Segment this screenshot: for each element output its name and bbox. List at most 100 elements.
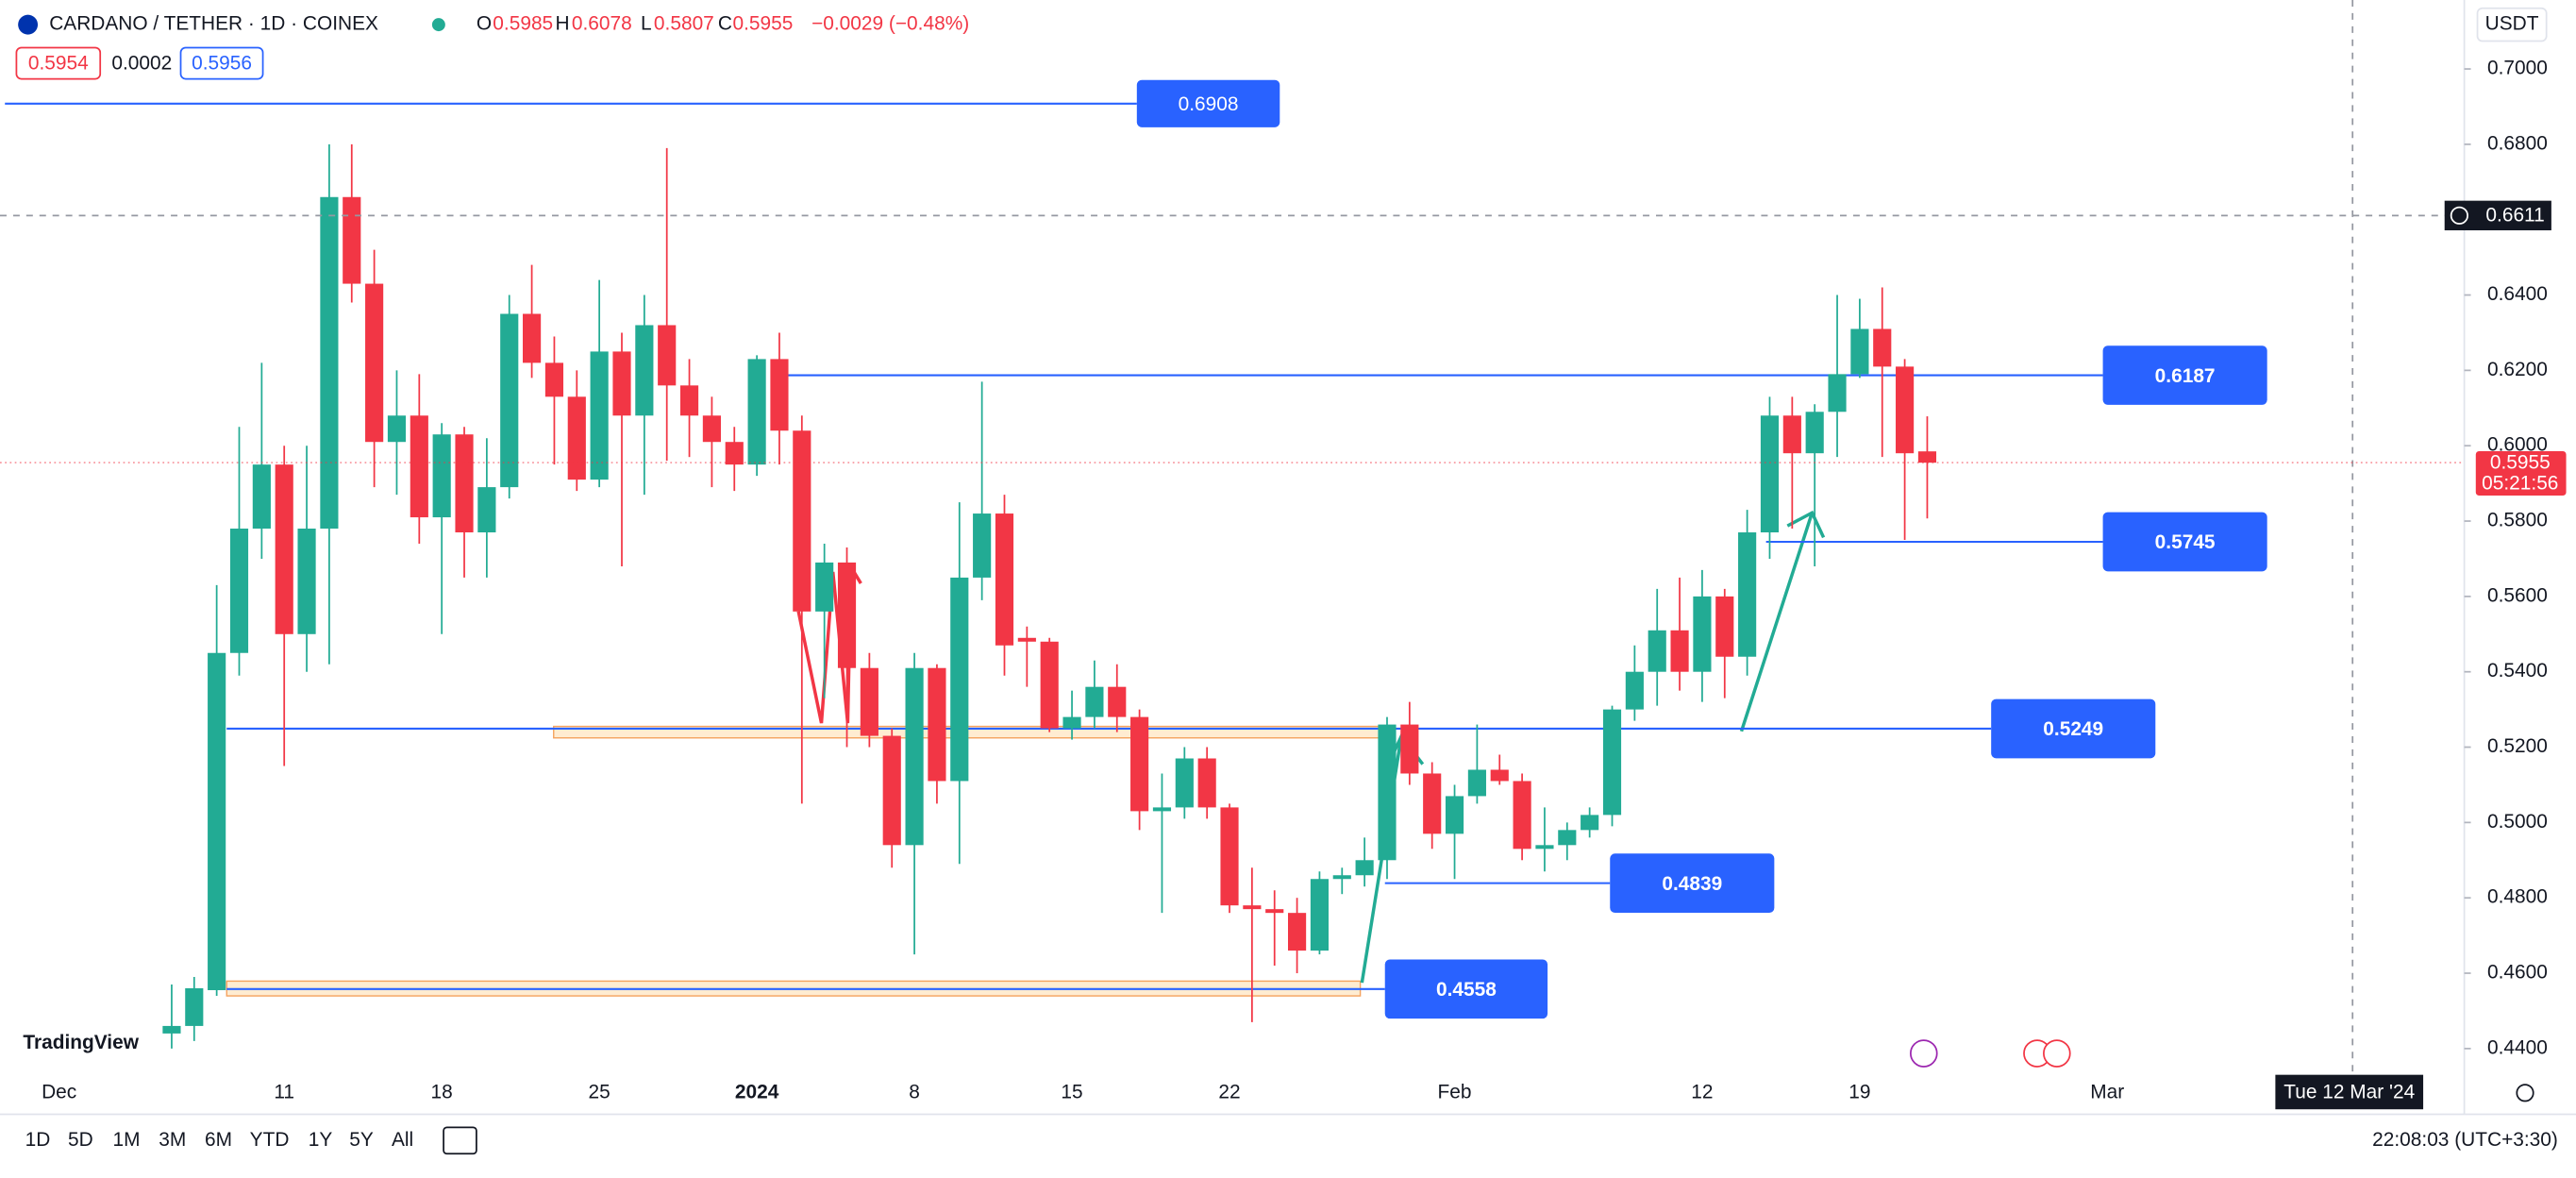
x-tick-label: 12 (1691, 1081, 1713, 1102)
market-status (431, 18, 445, 32)
range-button[interactable]: YTD (250, 1129, 290, 1151)
candle-body (1355, 860, 1374, 876)
x-tick-label: Mar (2090, 1081, 2124, 1102)
candle-body (770, 359, 789, 431)
candle-body (995, 513, 1014, 646)
y-tick-label: 0.5800 (2487, 510, 2548, 531)
clock: 22:08:03 (UTC+3:30) (2372, 1129, 2558, 1151)
ask-box (179, 46, 264, 80)
ohlc-value: 0.6078 (572, 13, 632, 35)
ohlc-letter: H (555, 13, 569, 35)
y-tick-label: 0.6400 (2487, 283, 2548, 305)
range-button[interactable]: 1M (113, 1129, 141, 1151)
candle-body (1513, 781, 1531, 850)
candle-body (1602, 709, 1622, 816)
candle-body (1220, 807, 1239, 906)
event-icon[interactable] (1909, 1039, 1938, 1068)
candle-body (185, 987, 204, 1026)
range-button[interactable]: 1D (25, 1129, 51, 1151)
y-tick-label: 0.4800 (2487, 886, 2548, 908)
candle-body (1896, 366, 1915, 454)
candle-body (679, 385, 699, 416)
candle-body (1917, 451, 1937, 463)
candle-body (320, 196, 339, 530)
arrow-head (1786, 510, 1826, 539)
candle-body (432, 434, 451, 518)
candle-body (747, 359, 766, 465)
candle-body (905, 667, 924, 846)
level-label: 0.5745 (2155, 531, 2216, 553)
currency[interactable]: USDT (2485, 13, 2539, 35)
y-tick-label: 0.5600 (2487, 584, 2548, 606)
countdown: 05:21:56 (2482, 472, 2558, 494)
candle-body (1581, 815, 1599, 831)
range-button[interactable]: All (392, 1129, 413, 1151)
y-tick-label: 0.6800 (2487, 132, 2548, 154)
range-button[interactable]: 3M (159, 1129, 186, 1151)
candle-body (1738, 532, 1757, 657)
candle-body (793, 430, 811, 612)
last-price-box (2475, 450, 2567, 496)
bid: 0.5954 (28, 52, 89, 74)
candle-body (1670, 630, 1689, 672)
level-box (1136, 79, 1280, 127)
level-box (2102, 512, 2267, 572)
candle-body (1243, 905, 1262, 910)
range-button[interactable]: 5D (68, 1129, 93, 1151)
crosshair-date: Tue 12 Mar '24 (2283, 1081, 2415, 1102)
last-price: 0.5955 (2490, 452, 2551, 474)
level-label: 0.4558 (1436, 979, 1497, 1001)
currency-button[interactable] (2476, 7, 2548, 42)
bid-box (15, 46, 102, 80)
range-button[interactable]: 1Y (309, 1129, 333, 1151)
candle-body (950, 577, 969, 782)
candle-body (1782, 415, 1801, 454)
y-tick-label: 0.7000 (2487, 58, 2548, 79)
crosshair-price-box (2444, 200, 2551, 230)
date-range-icon[interactable] (443, 1126, 477, 1155)
candle-body (1085, 686, 1104, 717)
candle-body (297, 529, 316, 634)
candle-body (455, 434, 474, 533)
candle-body (1558, 830, 1577, 846)
x-tick-label: 25 (589, 1081, 611, 1102)
candle-body (1310, 879, 1330, 951)
level-box (1610, 853, 1775, 913)
range-button[interactable]: 5Y (349, 1129, 374, 1151)
candle-body (523, 313, 542, 363)
candle-body (1197, 758, 1216, 808)
x-tick-label: 18 (431, 1081, 453, 1102)
candle-body (635, 325, 654, 416)
candle-body (815, 562, 834, 612)
candle-body (860, 667, 878, 736)
add-alert-icon[interactable] (2450, 206, 2468, 225)
x-tick-label: 2024 (735, 1081, 779, 1102)
candle-body (1805, 412, 1824, 454)
x-tick-label: 15 (1061, 1081, 1082, 1102)
settings-icon[interactable] (2516, 1084, 2534, 1102)
candle-body (387, 415, 407, 443)
candle-body (1467, 769, 1486, 797)
y-tick-label: 0.4600 (2487, 962, 2548, 984)
candle-body (1152, 807, 1172, 812)
y-tick-label: 0.4400 (2487, 1036, 2548, 1058)
candle-body (1715, 596, 1734, 657)
candle-body (410, 415, 428, 518)
range-button[interactable]: 6M (205, 1129, 232, 1151)
y-tick-label: 0.5400 (2487, 660, 2548, 682)
symbol-logo (18, 14, 39, 35)
event-icon[interactable] (2043, 1039, 2071, 1068)
candle-body (882, 735, 901, 846)
ohlc-letter: L (641, 13, 652, 35)
ohlc-letter: O (477, 13, 492, 35)
ohlc-value: 0.5985 (493, 13, 553, 35)
x-tick-label: 11 (274, 1081, 294, 1102)
x-tick-label: Feb (1438, 1081, 1472, 1102)
x-tick-label: Dec (42, 1081, 76, 1102)
candle-body (590, 351, 609, 480)
candle-body (1828, 374, 1847, 412)
crosshair-date-box (2275, 1074, 2424, 1110)
x-tick-label: 8 (909, 1081, 920, 1102)
